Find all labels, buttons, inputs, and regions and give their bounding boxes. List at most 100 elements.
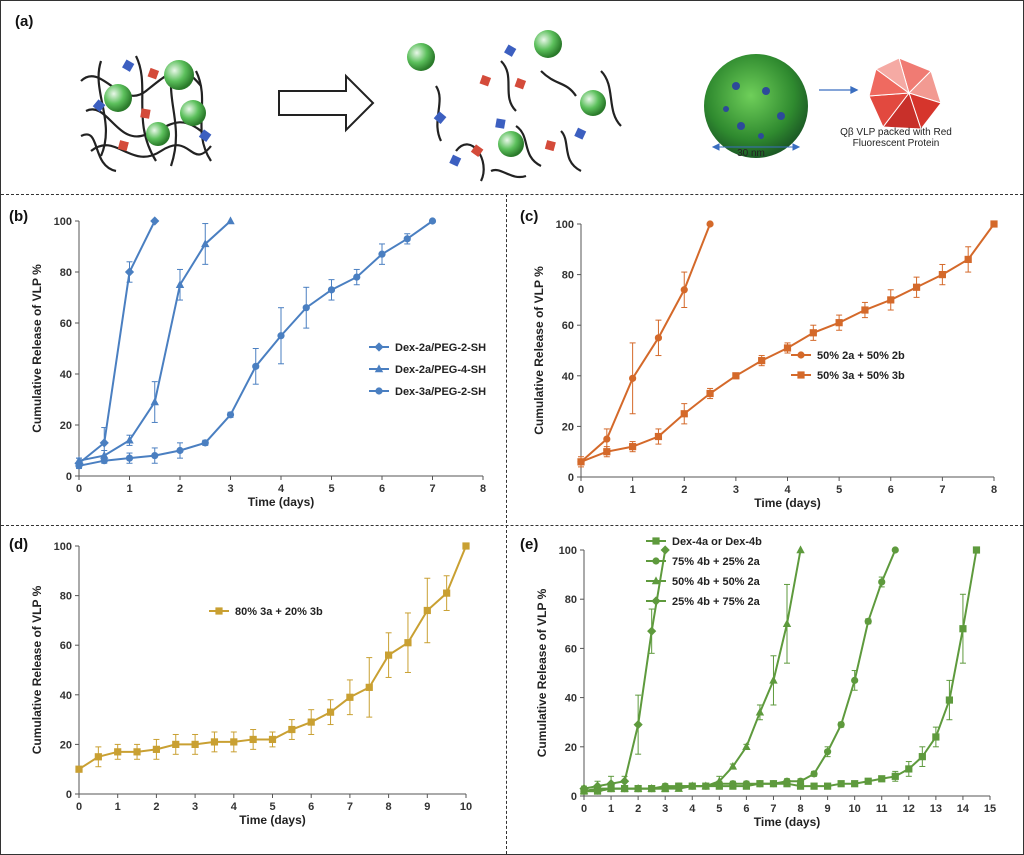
data-point [210, 738, 219, 746]
data-point [114, 748, 122, 756]
legend-marker [797, 371, 805, 379]
y-tick-label: 20 [60, 420, 72, 432]
x-tick-label: 3 [662, 803, 668, 815]
data-point [620, 784, 629, 792]
x-tick-label: 8 [797, 803, 803, 815]
data-point [94, 753, 102, 761]
data-point [887, 296, 895, 304]
x-tick-label: 2 [681, 484, 687, 496]
released-spheres [407, 30, 606, 157]
x-tick-label: 10 [849, 803, 861, 815]
data-point [706, 220, 714, 228]
legend-marker [374, 342, 384, 352]
legend-label: 75% 4b + 25% 2a [672, 556, 761, 568]
x-tick-label: 6 [743, 803, 749, 815]
data-point [782, 619, 792, 627]
x-tick-label: 7 [770, 803, 776, 815]
separator-top [1, 194, 1023, 195]
x-tick-label: 2 [635, 803, 641, 815]
data-point [191, 740, 199, 748]
data-point [810, 770, 818, 778]
legend-label: 50% 3a + 50% 3b [817, 370, 905, 382]
data-point [755, 707, 765, 716]
data-point [75, 765, 83, 773]
legend-marker [215, 607, 223, 615]
x-tick-label: 1 [126, 483, 132, 495]
data-point [307, 718, 315, 726]
y-tick-label: 20 [565, 742, 577, 754]
series-dex-3a-peg-2-sh [75, 217, 437, 470]
data-point [603, 448, 611, 456]
data-point [680, 286, 688, 294]
data-point [252, 362, 260, 370]
series-50-2a-50-2b [577, 220, 714, 468]
x-tick-label: 0 [581, 803, 587, 815]
data-point [688, 781, 697, 790]
x-tick-label: 1 [608, 803, 614, 815]
data-point [932, 733, 940, 741]
y-tick-label: 40 [60, 369, 72, 381]
data-point [851, 676, 859, 684]
data-point [629, 443, 637, 451]
data-point [249, 735, 257, 744]
data-point [201, 439, 209, 447]
data-point [945, 696, 953, 704]
panel-a-illustration [80, 30, 942, 182]
data-point [385, 651, 393, 659]
vlp-caption-line2: Fluorescent Protein [852, 138, 940, 149]
panel-label-c: (c) [520, 208, 539, 225]
data-point [878, 578, 886, 586]
data-point [633, 784, 643, 792]
vlp-caption-line1: Qβ VLP packed with Red [840, 127, 952, 138]
data-point [277, 332, 285, 340]
data-point [912, 283, 921, 291]
process-arrow [278, 73, 375, 133]
data-point [603, 435, 611, 443]
series-line [78, 220, 232, 462]
data-point [742, 780, 750, 788]
data-point [75, 462, 83, 470]
data-point [729, 780, 737, 788]
degraded-network [435, 60, 622, 182]
data-point [824, 782, 832, 790]
y-tick-label: 20 [562, 421, 574, 433]
data-point [150, 397, 159, 406]
scale-bar [711, 143, 801, 151]
data-point [796, 777, 805, 785]
data-point [176, 446, 184, 455]
vlp-arrow [819, 85, 859, 95]
data-point [403, 235, 411, 243]
x-tick-label: 15 [984, 803, 996, 815]
legend-label: 50% 2a + 50% 2b [817, 350, 905, 362]
data-point [100, 451, 109, 459]
x-tick-label: 5 [836, 484, 842, 496]
y-axis-title: Cumulative Release of VLP % [532, 266, 546, 435]
data-point [769, 675, 778, 684]
data-point [226, 216, 235, 225]
data-point [150, 216, 160, 226]
data-point [268, 735, 277, 744]
x-tick-label: 8 [386, 801, 392, 813]
y-tick-label: 80 [60, 591, 72, 603]
x-tick-label: 7 [347, 801, 353, 813]
data-point [732, 372, 740, 380]
vlp-caption: Qβ VLP packed with Red Fluorescent Prote… [811, 127, 981, 149]
data-point [175, 280, 185, 288]
legend-marker [375, 387, 383, 395]
x-tick-label: 8 [991, 484, 997, 496]
data-point [824, 748, 832, 756]
data-point [837, 721, 845, 729]
y-tick-label: 20 [60, 739, 72, 751]
data-point [660, 545, 670, 555]
y-tick-label: 0 [66, 789, 72, 801]
crosslinks [92, 59, 212, 152]
x-axis-title: Time (days) [754, 496, 820, 510]
separator-vertical [506, 194, 507, 854]
legend-marker [652, 537, 660, 545]
series-line [580, 223, 711, 463]
data-point [172, 740, 180, 748]
data-point [443, 589, 451, 597]
x-axis-title: Time (days) [248, 495, 314, 509]
data-point [404, 639, 412, 647]
